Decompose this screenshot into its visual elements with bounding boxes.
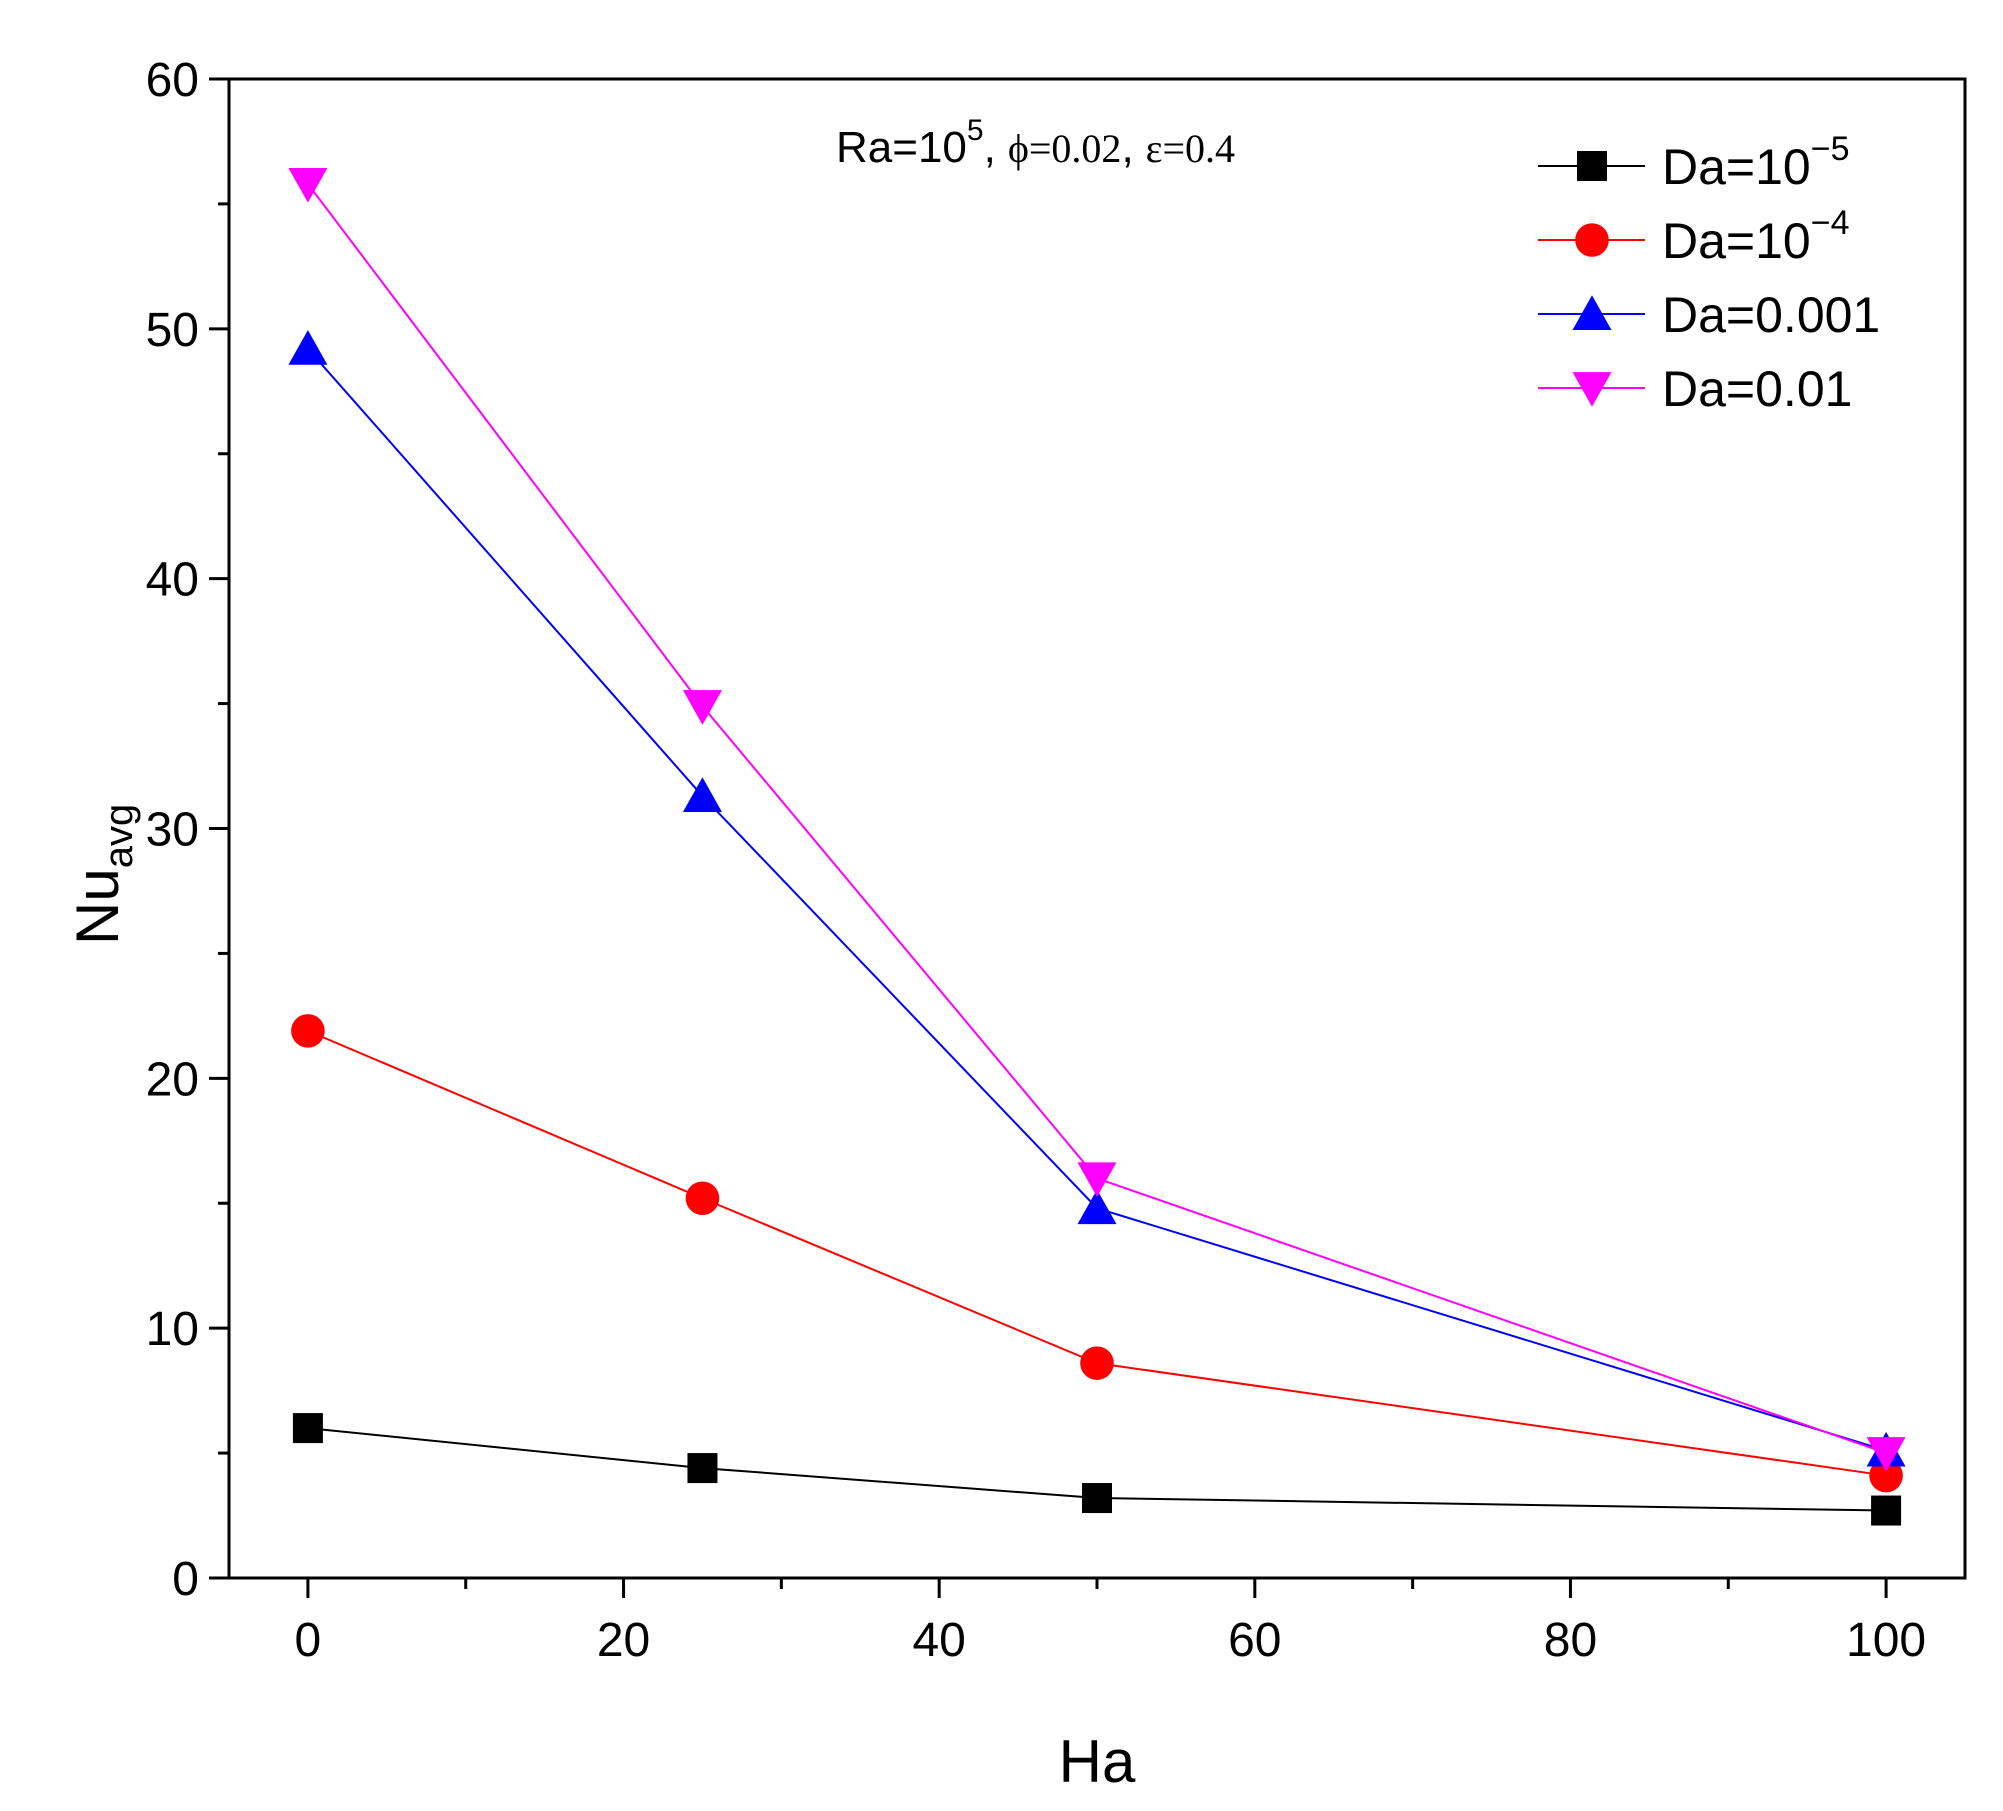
series-line [307,1427,1887,1512]
data-point [1082,1483,1112,1514]
chart-annotation: Ra=105, ϕ=0.02, ε=0.4 [836,114,1235,172]
data-point [687,1453,718,1484]
data-point [1080,1346,1114,1380]
data-point [1869,1458,1903,1493]
y-axis-title-subscript: avg [97,804,141,869]
legend-item: Da=0.01 [1538,361,1852,417]
x-tick-label: 20 [597,1614,650,1667]
data-point [1866,1437,1906,1472]
y-tick-label: 60 [146,54,199,107]
y-tick-label: 0 [172,1553,199,1606]
legend-item: Da=0.001 [1538,287,1880,343]
data-point [1871,1495,1902,1526]
legend-label: Da=0.001 [1662,287,1880,343]
legend-marker [1572,295,1612,330]
data-point [682,777,722,812]
annotation-ra-exponent: 5 [967,114,984,147]
y-tick-label: 20 [146,1053,199,1106]
y-axis: 0 10 20 30 40 50 60 [146,54,229,1606]
y-tick-label: 40 [146,554,199,607]
y-tick-label: 30 [146,804,199,857]
series-line [307,348,1887,1452]
y-tick-label: 50 [146,304,199,357]
series-line [307,183,1887,1455]
legend-marker [1575,223,1609,257]
annotation-ra: Ra=10 [836,123,967,172]
y-axis-title-main: Nu [64,868,131,945]
series-4 [288,167,1906,1472]
y-tick-label: 10 [146,1303,199,1356]
x-tick-label: 0 [295,1614,322,1667]
data-point [685,1181,720,1216]
legend-item: Da=10−4 [1538,204,1850,269]
legend-marker [1577,151,1607,181]
data-point [292,1413,323,1444]
data-point [1077,1162,1117,1198]
x-tick-label: 100 [1846,1614,1926,1667]
x-axis: 0 20 40 60 80 100 [295,1578,1926,1667]
series-line [307,1029,1887,1477]
series-1 [292,1413,1902,1526]
series-2 [291,1014,1903,1493]
annotation-eps: ε=0.4 [1146,126,1235,171]
y-axis-title: Nuavg [64,804,141,945]
legend-marker [1572,372,1612,407]
data-point [291,1014,325,1048]
legend-item: Da=10−5 [1538,130,1850,195]
legend-label: Da=10−5 [1662,130,1850,195]
data-point [288,167,328,203]
annotation-separator-2: , [1121,123,1133,172]
legend-label: Da=10−4 [1662,204,1850,269]
data-point [288,330,328,365]
annotation-separator-1: , [984,123,996,172]
x-tick-label: 80 [1544,1614,1597,1667]
x-tick-label: 40 [912,1614,965,1667]
series-3 [288,330,1906,1467]
legend: Da=10−5 Da=10−4 Da=0.001 Da=0.01 [1538,130,1880,417]
series-layer [288,167,1906,1526]
x-axis-title: Ha [1059,1728,1136,1795]
annotation-phi: ϕ=0.02 [1008,126,1122,171]
data-point [682,690,722,725]
legend-label: Da=0.01 [1662,361,1852,417]
data-point [1077,1189,1117,1225]
x-tick-label: 60 [1228,1614,1281,1667]
